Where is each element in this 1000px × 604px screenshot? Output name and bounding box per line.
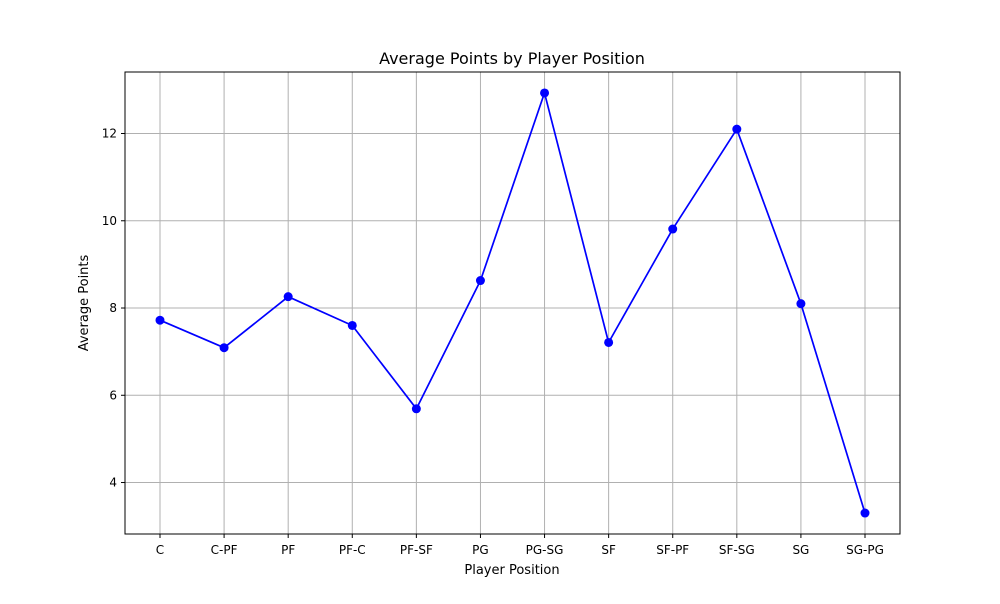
x-tick-label: C-PF — [211, 543, 238, 557]
data-point — [347, 320, 357, 330]
data-point — [411, 404, 421, 414]
x-tick-label: C — [156, 543, 164, 557]
y-tick-label: 6 — [109, 388, 117, 402]
tick-layer: C C-PF PF PF-C PF-SF PG PG-SG SF SF-PF SF-SG SG SG-… — [102, 127, 884, 557]
x-tick-label: PG — [472, 543, 489, 557]
data-point — [219, 343, 229, 353]
data-point — [283, 292, 293, 302]
chart-title: Average Points by Player Position — [379, 49, 645, 68]
data-point — [155, 315, 165, 325]
data-point — [475, 276, 485, 286]
x-tick-label: PF — [281, 543, 295, 557]
y-tick-label: 12 — [102, 127, 117, 141]
x-tick-label: SF-SG — [719, 543, 755, 557]
x-tick-label: SF-PF — [656, 543, 689, 557]
data-point — [604, 337, 614, 347]
data-point — [796, 299, 806, 309]
x-axis-label: Player Position — [464, 563, 559, 578]
series-layer — [155, 88, 870, 518]
x-tick-label: PG-SG — [526, 543, 564, 557]
grid-layer — [125, 72, 900, 534]
x-tick-label: SG-PG — [846, 543, 884, 557]
y-axis-label: Average Points — [77, 254, 92, 351]
data-point — [732, 124, 742, 134]
x-tick-label: SF — [601, 543, 616, 557]
series-line — [159, 92, 866, 514]
y-tick-label: 10 — [102, 214, 117, 228]
plot-frame — [124, 71, 901, 535]
x-tick-label: PF-SF — [400, 543, 433, 557]
data-point — [540, 88, 550, 98]
data-point — [668, 224, 678, 234]
x-tick-label: PF-C — [339, 543, 366, 557]
y-tick-label: 8 — [109, 301, 117, 315]
y-tick-label: 4 — [109, 476, 117, 490]
data-point — [860, 508, 870, 518]
x-tick-label: SG — [792, 543, 809, 557]
